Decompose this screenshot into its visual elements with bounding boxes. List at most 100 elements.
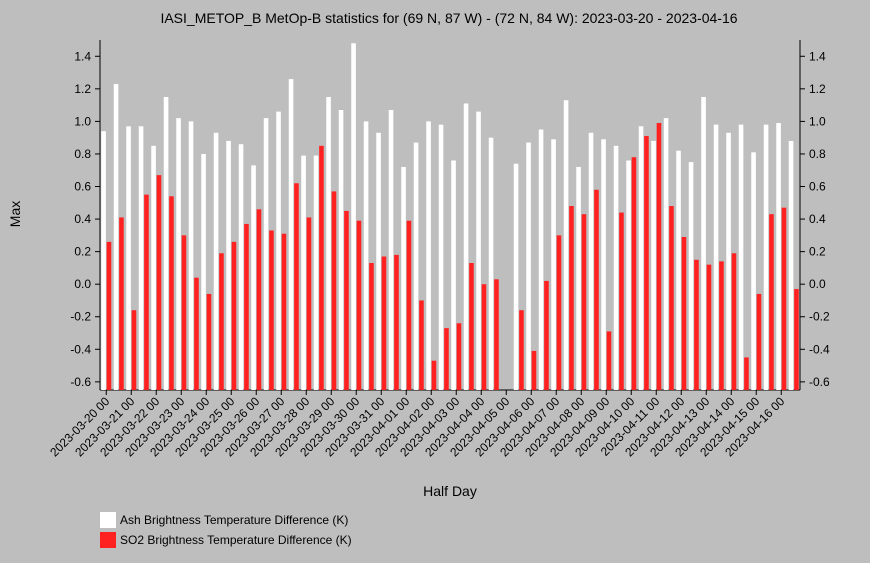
bar-ash — [463, 103, 469, 391]
bar-ash — [276, 111, 281, 390]
legend-label-so2: SO2 Brightness Temperature Difference (K… — [120, 533, 352, 547]
bar-so2 — [269, 230, 274, 390]
bar-so2 — [181, 235, 187, 390]
bar-ash — [438, 124, 444, 391]
bar-ash — [513, 163, 519, 390]
bar-so2 — [219, 253, 224, 390]
y-tick-label-right: 0.2 — [809, 245, 826, 259]
bar-so2 — [119, 217, 124, 390]
bar-ash — [163, 96, 169, 390]
bar-ash — [676, 150, 681, 390]
bar-ash — [476, 111, 481, 390]
bar-ash — [451, 160, 456, 390]
bar-ash — [213, 132, 219, 391]
y-tick-label-left: 0.4 — [74, 212, 91, 226]
bar-ash — [788, 140, 794, 390]
bar-so2 — [694, 259, 699, 390]
bar-so2 — [769, 214, 774, 390]
bar-ash — [363, 121, 369, 391]
y-tick-label-right: 0.0 — [809, 277, 826, 291]
legend-swatch-ash — [100, 512, 116, 528]
bar-ash — [563, 100, 569, 390]
bar-so2 — [331, 191, 337, 390]
bar-ash — [401, 166, 406, 390]
bar-so2 — [481, 284, 487, 390]
bar-so2 — [281, 233, 287, 390]
bar-so2 — [669, 206, 674, 390]
bar-ash — [176, 118, 181, 390]
bar-so2 — [131, 310, 137, 390]
bar-so2 — [744, 357, 749, 390]
bar-ash — [426, 121, 431, 391]
bar-ash — [713, 124, 719, 391]
bar-so2 — [606, 331, 612, 390]
bar-so2 — [619, 212, 624, 390]
bar-ash — [288, 79, 294, 390]
bar-ash — [251, 165, 256, 390]
bar-ash — [201, 153, 206, 390]
bar-so2 — [731, 253, 737, 390]
bar-so2 — [206, 293, 212, 390]
bar-ash — [726, 132, 731, 391]
bar-ash — [388, 110, 394, 390]
bar-so2 — [594, 189, 599, 390]
y-tick-label-left: 1.2 — [74, 82, 91, 96]
y-tick-label-left: 0.2 — [74, 245, 91, 259]
bar-so2 — [319, 145, 324, 390]
bar-ash — [126, 126, 131, 390]
y-tick-label-left: 0.0 — [74, 277, 91, 291]
bar-so2 — [494, 279, 499, 390]
y-tick-label-right: -0.6 — [809, 375, 830, 389]
bar-ash — [413, 142, 419, 390]
bar-so2 — [144, 194, 149, 390]
bar-ash — [701, 96, 706, 390]
bar-so2 — [406, 220, 412, 390]
bar-so2 — [656, 123, 662, 391]
bar-ash — [763, 124, 769, 391]
bar-ash — [551, 139, 556, 390]
bar-ash — [488, 137, 494, 390]
bar-so2 — [644, 136, 649, 390]
y-tick-label-right: -0.4 — [809, 342, 830, 356]
bar-ash — [351, 43, 356, 390]
bar-so2 — [344, 210, 349, 390]
bar-so2 — [456, 323, 462, 390]
y-tick-label-left: -0.6 — [70, 375, 91, 389]
bar-so2 — [169, 196, 174, 390]
bar-so2 — [569, 206, 574, 390]
bar-so2 — [581, 214, 587, 390]
bar-ash — [651, 140, 656, 390]
bar-so2 — [431, 360, 437, 390]
bar-ash — [138, 126, 144, 390]
y-tick-label-left: 0.8 — [74, 147, 91, 161]
bar-so2 — [394, 254, 399, 390]
legend-label-ash: Ash Brightness Temperature Difference (K… — [120, 513, 348, 527]
y-tick-label-right: 1.4 — [809, 49, 826, 63]
y-tick-label-right: 0.4 — [809, 212, 826, 226]
bar-ash — [688, 162, 694, 390]
bar-so2 — [381, 256, 387, 390]
legend: Ash Brightness Temperature Difference (K… — [100, 512, 352, 548]
bar-so2 — [294, 183, 299, 390]
bar-ash — [226, 140, 231, 390]
bar-ash — [338, 110, 344, 390]
y-tick-label-right: -0.2 — [809, 310, 830, 324]
y-tick-label-right: 0.6 — [809, 180, 826, 194]
bar-so2 — [369, 263, 374, 390]
bar-ash — [263, 118, 269, 390]
bar-so2 — [519, 310, 524, 390]
bar-so2 — [794, 289, 799, 390]
bar-ash — [238, 144, 244, 390]
bar-ash — [188, 121, 194, 391]
bar-ash — [663, 118, 669, 390]
bar-ash — [751, 152, 756, 390]
bar-so2 — [681, 236, 687, 390]
bar-ash — [151, 145, 156, 390]
bar-so2 — [244, 223, 249, 390]
bar-so2 — [719, 261, 724, 390]
bar-ash — [738, 124, 744, 391]
x-axis-label: Half Day — [423, 483, 477, 499]
bar-so2 — [631, 157, 637, 390]
y-tick-label-left: -0.4 — [70, 342, 91, 356]
